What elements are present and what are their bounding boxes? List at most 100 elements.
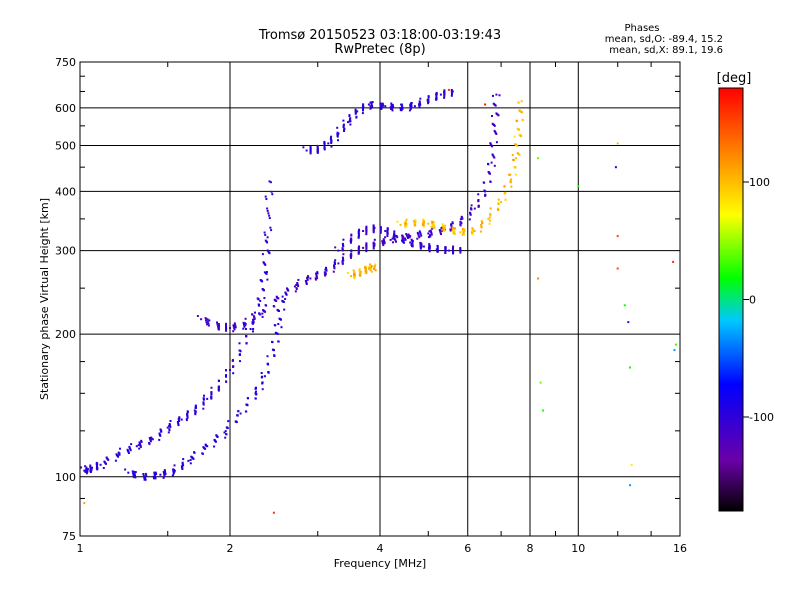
trace-point [440,227,443,230]
trace-point [182,458,185,461]
trace-point [259,299,262,302]
scatter-point [673,349,676,352]
trace-point [394,239,397,242]
trace-point [439,230,442,233]
trace-point [244,323,247,325]
trace-point [370,101,373,104]
trace-point [217,385,220,388]
trace-point [217,328,220,331]
trace-point [443,95,446,98]
trace-point [405,224,408,227]
trace-point [358,245,360,248]
trace-point [409,106,412,109]
trace-point [342,259,345,262]
x-tick-label: 4 [377,542,384,555]
trace-point [239,360,241,363]
trace-point [316,147,319,150]
trace-point [353,274,355,276]
trace-point [181,468,184,470]
trace-point [237,410,240,413]
trace-point [306,278,309,281]
trace-point [429,229,432,232]
trace-point [297,285,300,288]
trace-point [142,474,145,477]
trace-point [168,429,171,432]
y-axis-label: Stationary phase Virtual Height [km] [38,198,51,400]
trace-point [509,180,512,183]
trace-point [343,130,345,132]
trace-point [372,231,375,234]
trace-point [487,162,489,165]
trace-point [153,474,156,477]
trace-point [409,241,412,244]
trace-point [353,277,356,280]
trace-point [365,229,368,232]
trace-point [263,271,266,274]
trace-point [234,325,237,327]
trace-point [148,443,151,446]
trace-point [84,469,87,472]
trace-point [204,317,207,320]
trace-point [417,234,420,237]
trace-point [154,477,157,480]
trace-point [418,106,421,109]
trace-point [362,106,365,109]
trace-point [364,268,367,271]
trace-point [280,326,283,329]
trace-point [364,271,367,274]
trace-point [443,226,446,229]
trace-point [431,222,434,225]
trace-point [169,420,172,422]
trace-point [334,259,337,262]
trace-point [371,104,373,107]
scatter-point [616,267,619,270]
trace-point [430,220,433,223]
trace-point [436,246,439,249]
trace-point [373,265,376,268]
trace-point [324,273,327,276]
trace-point [451,222,454,225]
trace-point [484,194,487,197]
trace-point [316,146,319,149]
trace-point [432,221,435,223]
trace-point [414,218,417,221]
trace-point [508,173,511,176]
trace-point [381,105,384,108]
y-tick-label: 400 [55,185,76,198]
trace-point [149,438,152,441]
trace-point [391,109,394,112]
trace-point [273,305,276,308]
trace-point [357,252,360,255]
trace-point [186,416,189,419]
scatter-point [674,343,677,346]
trace-point [402,241,405,244]
trace-point [129,448,132,451]
trace-point [206,397,209,400]
trace-point [95,461,98,464]
trace-point [420,244,423,247]
trace-point [245,410,248,413]
trace-point [371,101,374,104]
trace-point [264,310,267,313]
trace-point [86,468,89,470]
trace-point [357,247,360,250]
trace-point [126,448,129,451]
trace-point [86,470,89,473]
trace-point [367,103,370,106]
trace-point [350,249,353,252]
trace-point [462,229,465,232]
trace-point [365,228,368,231]
trace-point [451,228,454,231]
trace-point [359,271,362,274]
trace-point [341,249,344,252]
trace-point [371,270,374,273]
trace-point [430,232,433,235]
trace-point [269,226,272,229]
trace-point [252,330,254,333]
trace-point [266,271,268,273]
trace-point [216,323,219,326]
trace-point [316,272,319,275]
trace-point [254,311,256,314]
trace-point [379,102,382,105]
trace-point [275,300,278,302]
